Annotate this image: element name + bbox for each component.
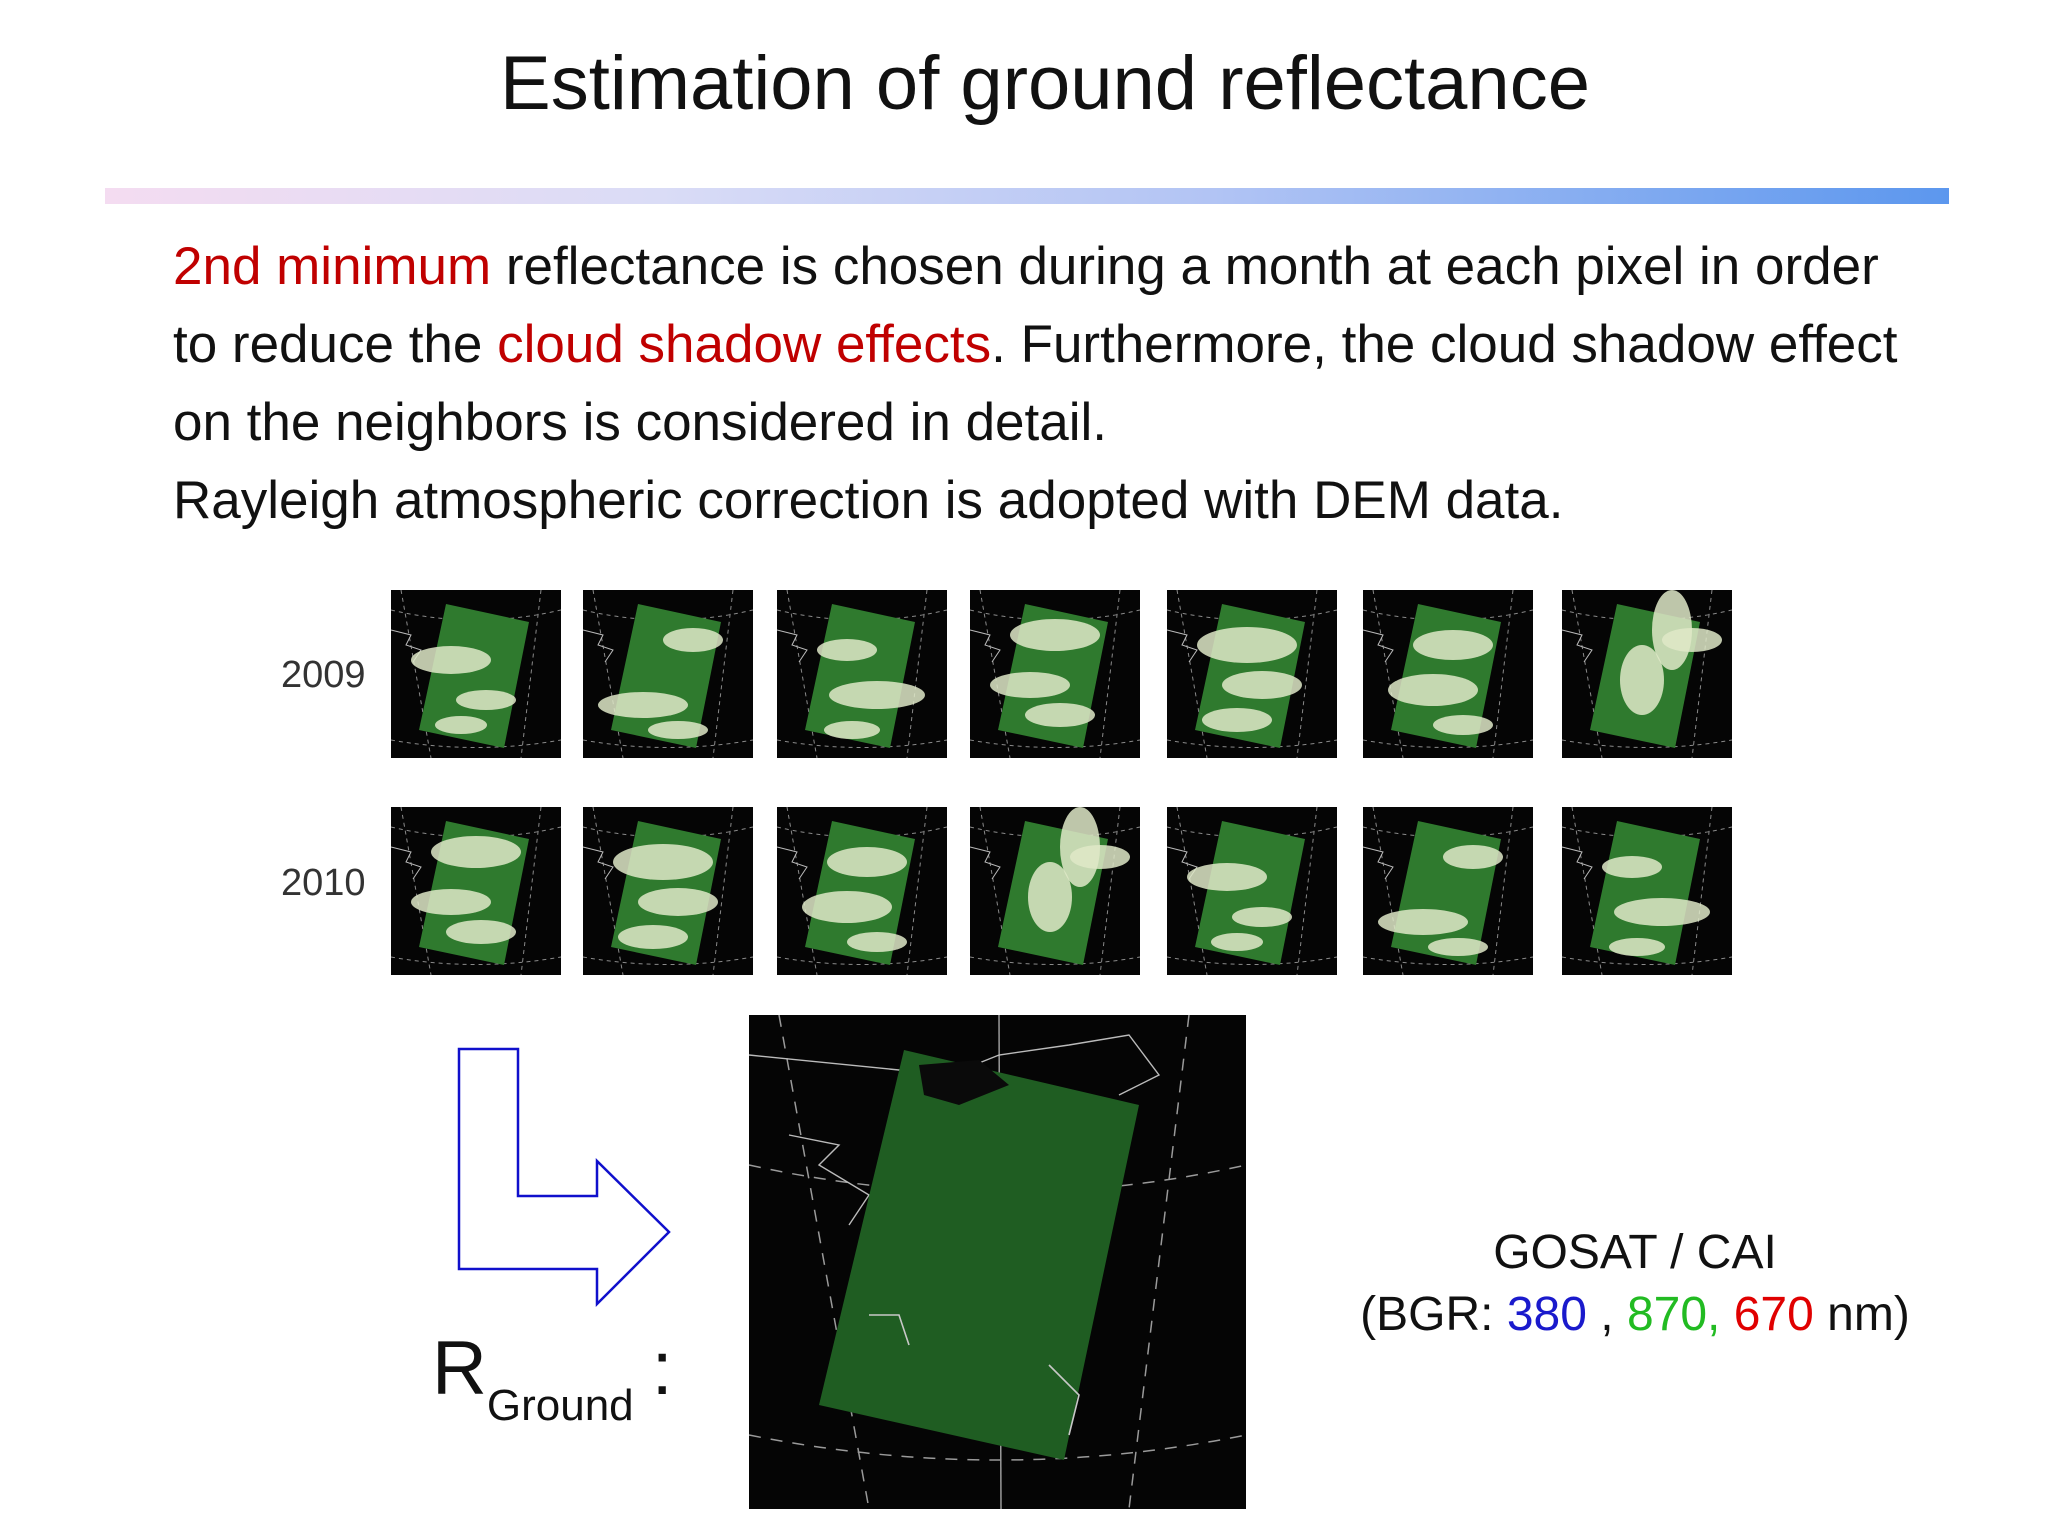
body-text: 2nd minimum reflectance is chosen during… <box>126 228 1906 540</box>
ground-reflectance-map <box>749 1015 1246 1509</box>
satellite-thumbnail <box>583 590 753 758</box>
satellite-thumbnail <box>1562 807 1732 975</box>
satellite-thumbnail <box>777 807 947 975</box>
paragraph-1-text-a: reflectance is chosen during a month at … <box>173 237 1879 374</box>
highlight-2nd-minimum: 2nd minimum <box>173 237 492 296</box>
r-ground-label: RGround: <box>432 1325 673 1431</box>
title-divider <box>105 188 1949 204</box>
sensor-bands: (BGR: 380 , 870, 670 nm) <box>1335 1284 1935 1346</box>
satellite-thumbnail <box>1363 590 1533 758</box>
bands-suffix: nm) <box>1813 1288 1910 1341</box>
slide-title: Estimation of ground reflectance <box>500 41 1590 126</box>
band-green: 870, <box>1626 1288 1721 1341</box>
year-label-2010: 2010 <box>281 862 366 904</box>
satellite-thumbnail <box>1167 590 1337 758</box>
down-right-arrow-icon <box>457 1047 671 1308</box>
sensor-name: GOSAT / CAI <box>1493 1226 1777 1279</box>
satellite-thumbnail <box>777 590 947 758</box>
r-symbol: R <box>432 1326 487 1411</box>
sensor-caption: GOSAT / CAI (BGR: 380 , 870, 670 nm) <box>1335 1222 1935 1346</box>
paragraph-1-text-b: . Furthermore, the cloud shadow effect o… <box>173 315 1898 452</box>
band-blue: 380 <box>1506 1288 1587 1341</box>
bands-sep-2 <box>1720 1288 1733 1341</box>
r-subscript: Ground <box>486 1381 634 1430</box>
bands-prefix: (BGR: <box>1360 1288 1507 1341</box>
paragraph-1: 2nd minimum reflectance is chosen during… <box>126 228 1906 462</box>
r-colon: : <box>651 1326 673 1411</box>
highlight-cloud-shadow: cloud shadow effects <box>497 315 992 374</box>
satellite-thumbnail <box>391 807 561 975</box>
satellite-thumbnail <box>970 590 1140 758</box>
satellite-thumbnail <box>970 807 1140 975</box>
satellite-thumbnail <box>1562 590 1732 758</box>
band-red: 670 <box>1733 1288 1814 1341</box>
paragraph-2: Rayleigh atmospheric correction is adopt… <box>173 471 1564 530</box>
satellite-thumbnail <box>1167 807 1337 975</box>
year-label-2009: 2009 <box>281 654 366 696</box>
satellite-thumbnail <box>583 807 753 975</box>
bands-sep-1: , <box>1586 1288 1627 1341</box>
satellite-thumbnail <box>1363 807 1533 975</box>
satellite-thumbnail <box>391 590 561 758</box>
